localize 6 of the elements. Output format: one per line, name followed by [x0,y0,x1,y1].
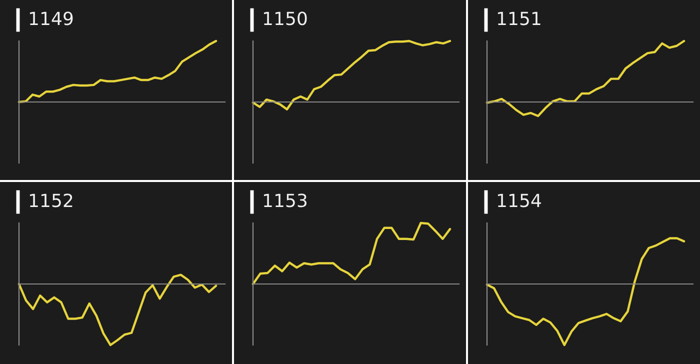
chart-title: 1154 [498,194,541,208]
chart-title: 1151 [498,12,540,26]
chart-title: 1150 [264,12,307,26]
chart-title: 1152 [30,194,72,208]
chart-title: 1153 [264,194,307,208]
chart-title: 1149 [30,12,73,26]
